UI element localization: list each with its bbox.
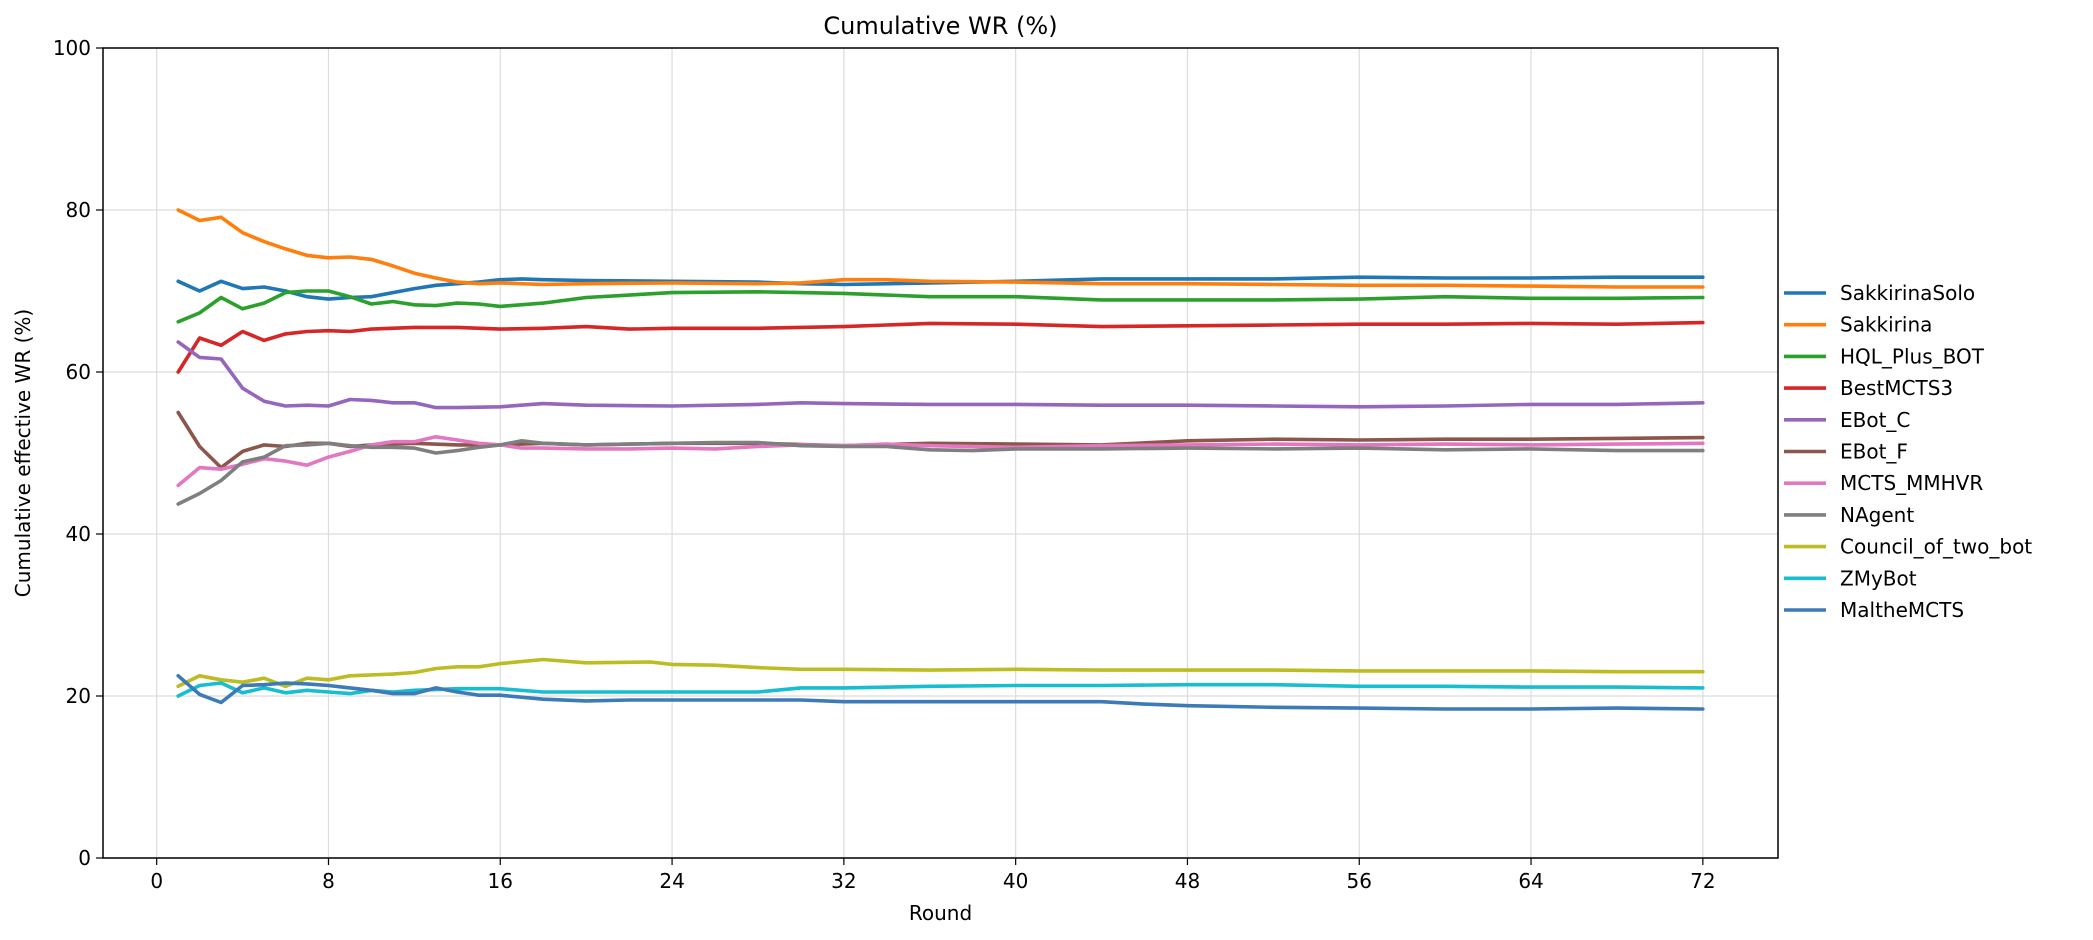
x-tick-label: 16 <box>488 869 513 893</box>
legend-item: EBot_C <box>1784 408 1910 432</box>
legend-label: HQL_Plus_BOT <box>1840 344 1985 368</box>
legend-item: Council_of_two_bot <box>1784 535 2032 559</box>
legend-item: EBot_F <box>1784 440 1908 464</box>
plot-area-frame <box>102 47 1779 859</box>
x-tick-label: 32 <box>831 869 856 893</box>
y-tick-label: 60 <box>66 360 91 384</box>
legend-item: Sakkirina <box>1784 313 1932 337</box>
chart-title: Cumulative WR (%) <box>823 12 1057 40</box>
y-tick-label: 40 <box>66 522 91 546</box>
y-tick-label: 80 <box>66 198 91 222</box>
legend-label: Sakkirina <box>1840 313 1932 337</box>
legend-item: HQL_Plus_BOT <box>1784 344 1985 368</box>
series-line-council-of-two-bot <box>176 657 1705 689</box>
x-tick-label: 0 <box>150 869 163 893</box>
series-line-mcts-mmhvr <box>176 435 1705 488</box>
legend-item: MaltheMCTS <box>1784 598 1964 622</box>
legend-label: NAgent <box>1840 503 1914 527</box>
grid-lines <box>103 47 1778 859</box>
legend-label: ZMyBot <box>1840 566 1917 590</box>
legend-label: SakkirinaSolo <box>1840 281 1975 305</box>
x-tick-label: 72 <box>1690 869 1715 893</box>
axis-ticks: 0 8 16 24 32 40 48 56 64 72 0 20 40 60 80 100 <box>53 36 1716 893</box>
series-line-bestmcts3 <box>176 320 1705 374</box>
series-line-hql-plus-bot <box>176 289 1705 324</box>
y-tick-label: 100 <box>53 36 91 60</box>
legend-label: EBot_C <box>1840 408 1910 432</box>
x-tick-label: 40 <box>1003 869 1028 893</box>
legend-label: EBot_F <box>1840 440 1908 464</box>
y-tick-label: 0 <box>78 846 91 870</box>
x-tick-label: 48 <box>1175 869 1200 893</box>
x-tick-label: 24 <box>659 869 684 893</box>
legend-label: MaltheMCTS <box>1840 598 1964 622</box>
y-tick-label: 20 <box>66 684 91 708</box>
x-tick-label: 8 <box>322 869 335 893</box>
x-tick-label: 64 <box>1518 869 1543 893</box>
series-line-zmybot <box>176 681 1705 698</box>
legend-item: BestMCTS3 <box>1784 376 1953 400</box>
series-line-malthemcts <box>176 674 1705 711</box>
legend-label: BestMCTS3 <box>1840 376 1953 400</box>
legend-label: Council_of_two_bot <box>1840 535 2032 559</box>
series-line-sakkirina <box>176 208 1705 289</box>
series-lines <box>176 208 1705 711</box>
legend-label: MCTS_MMHVR <box>1840 471 1983 495</box>
legend-item: MCTS_MMHVR <box>1784 471 1983 495</box>
x-axis-label: Round <box>909 901 972 925</box>
legend-item: NAgent <box>1784 503 1914 527</box>
legend-item: SakkirinaSolo <box>1784 281 1975 305</box>
legend-item: ZMyBot <box>1784 566 1917 590</box>
series-line-nagent <box>176 439 1705 506</box>
series-line-ebot-c <box>176 340 1705 410</box>
y-axis-label: Cumulative effective WR (%) <box>11 309 35 597</box>
x-tick-label: 56 <box>1347 869 1372 893</box>
legend: SakkirinaSolo Sakkirina HQL_Plus_BOT BestMC… <box>1784 281 2032 622</box>
